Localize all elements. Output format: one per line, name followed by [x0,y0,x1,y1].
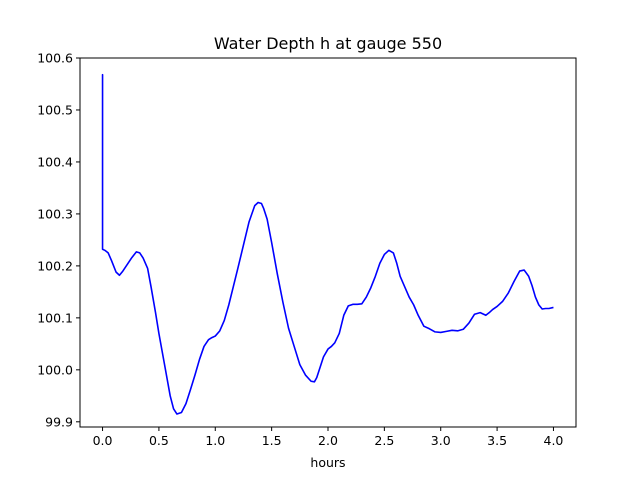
y-tick-label: 100.3 [37,206,73,221]
x-axis: 0.0 0.5 1.0 1.5 2.0 2.5 3.0 3.5 4.0 [93,427,564,448]
y-tick-label: 100.5 [37,102,73,117]
axes-frame [79,57,577,428]
y-tick-label: 100.4 [37,154,73,169]
series-line-0 [101,73,554,415]
x-tick-label: 3.0 [431,433,451,448]
y-axis: 99.9 100.0 100.1 100.2 100.3 100.4 100.5 100.6 [37,51,80,429]
y-tick-label: 100.1 [37,310,73,325]
chart-title: Water Depth h at gauge 550 [214,34,442,53]
x-tick-label: 2.5 [374,433,394,448]
x-tick-label: 2.0 [318,433,338,448]
x-tick-label: 1.5 [262,433,282,448]
y-tick-label: 100.6 [37,51,73,66]
x-tick-label: 0.5 [149,433,169,448]
x-tick-label: 4.0 [544,433,564,448]
x-tick-label: 0.0 [93,433,113,448]
y-tick-label: 100.0 [37,362,73,377]
y-tick-label: 100.2 [37,258,73,273]
x-tick-label: 1.0 [205,433,225,448]
x-axis-label: hours [310,455,345,470]
y-tick-label: 99.9 [45,414,73,429]
x-tick-label: 3.5 [487,433,507,448]
plot-area [101,73,554,415]
